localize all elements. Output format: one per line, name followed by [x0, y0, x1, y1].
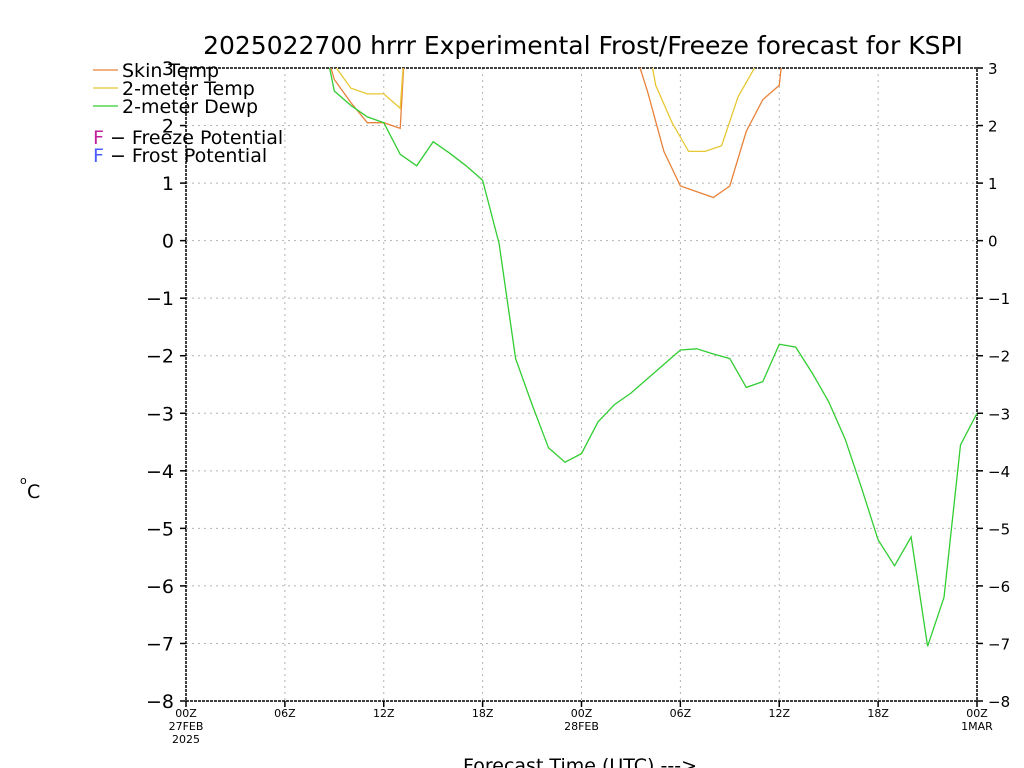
y-tick-label-right: −4	[988, 463, 1010, 481]
tick-group: 3 3 2 2 1 1 0 0 −1 −1 −2 −2 −3 −3 −4 −4 −5 −5 −6 −6 −7 −7 −8 −8…	[146, 58, 1010, 746]
y-tick-label-left: −7	[146, 633, 174, 655]
grid	[186, 68, 977, 701]
series-group	[328, 68, 977, 647]
y-tick-label-left: 1	[162, 173, 174, 195]
y-tick-label-left: 0	[162, 231, 174, 253]
y-tick-label-left: −3	[146, 403, 174, 425]
y-tick-label-right: 1	[988, 175, 998, 193]
y-tick-label-left: −2	[146, 346, 174, 368]
x-tick-label: 18Z	[867, 707, 889, 720]
x-tick-label: 06Z	[274, 707, 296, 720]
x-tick-label: 18Z	[472, 707, 494, 720]
y-tick-label-right: 3	[988, 60, 998, 78]
y-tick-label-left: −8	[146, 691, 174, 713]
y-tick-label-right: −7	[988, 635, 1010, 653]
y-tick-label-right: 0	[988, 233, 998, 251]
x-tick-sublabel: 27FEB	[169, 720, 204, 733]
x-tick-label: 06Z	[670, 707, 692, 720]
chart-title: 2025022700 hrrr Experimental Frost/Freez…	[203, 31, 963, 60]
legend-label: Skin Temp	[122, 60, 219, 82]
y-axis-label-degree: o	[20, 474, 27, 487]
x-tick-label: 00Z	[571, 707, 593, 720]
y-tick-label-left: −5	[146, 518, 174, 540]
y-axis-label-unit: C	[27, 481, 40, 503]
y-tick-label-right: −3	[988, 405, 1010, 423]
y-tick-label-right: −6	[988, 578, 1010, 596]
y-tick-label-right: −8	[988, 693, 1010, 711]
x-tick-label: 12Z	[373, 707, 395, 720]
y-tick-label-left: −1	[146, 288, 174, 310]
legend-label: 2-meter Dewp	[122, 96, 258, 118]
legend-marker: F − Freeze Potential	[93, 127, 283, 149]
series-line-2-meter-temp	[335, 68, 756, 153]
x-tick-label: 12Z	[768, 707, 790, 720]
y-tick-label-right: −5	[988, 520, 1010, 538]
x-tick-sublabel: 28FEB	[564, 720, 599, 733]
y-tick-label-left: −6	[146, 576, 174, 598]
series-line-2-meter-dewp	[328, 68, 977, 647]
y-tick-label-left: 2	[162, 116, 174, 138]
series-line-skin-temp	[330, 68, 782, 199]
legend-marker: F − Frost Potential	[93, 145, 267, 167]
y-tick-label-right: −2	[988, 348, 1010, 366]
y-tick-label-left: 3	[162, 58, 174, 80]
x-tick-sublabel: 1MAR	[961, 720, 993, 733]
x-tick-label: 00Z	[175, 707, 197, 720]
x-tick-label: 00Z	[966, 707, 988, 720]
y-tick-label-right: 2	[988, 118, 998, 136]
plot-border	[185, 67, 978, 702]
y-axis-label: o C	[20, 474, 40, 503]
y-tick-label-right: −1	[988, 290, 1010, 308]
x-tick-year: 2025	[172, 733, 200, 746]
plot-frame	[185, 67, 978, 702]
legend-label: 2-meter Temp	[122, 78, 255, 100]
y-tick-label-left: −4	[146, 461, 174, 483]
x-axis-label: Forecast Time (UTC) --->	[463, 755, 697, 768]
